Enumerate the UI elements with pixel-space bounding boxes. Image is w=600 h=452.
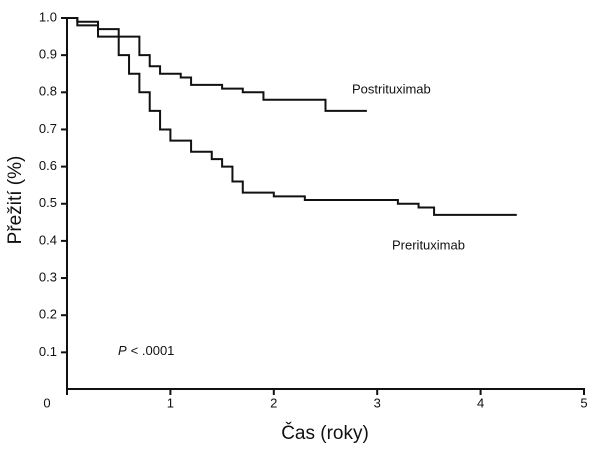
- y-tick-label: 0.1: [39, 344, 57, 359]
- y-tick-label: 0.6: [39, 158, 57, 173]
- y-tick-label: 0.3: [39, 269, 57, 284]
- series-label: Postrituximab: [352, 81, 431, 96]
- p-value: < .0001: [131, 343, 175, 358]
- x-axis-title: Čas (roky): [281, 422, 369, 444]
- survival-line: [67, 17, 367, 112]
- y-tick-label: 0.7: [39, 121, 57, 136]
- x-tick-label: 0: [43, 395, 50, 410]
- p-annotation: P < .0001: [118, 343, 174, 358]
- y-tick-label: 0.2: [39, 307, 57, 322]
- x-tick-label: 1: [167, 395, 174, 410]
- x-tick-label: 4: [477, 395, 484, 410]
- y-axis-title: Přežití (%): [5, 156, 26, 245]
- y-tick-label: 0.8: [39, 84, 57, 99]
- y-tick-label: 0.5: [39, 195, 57, 210]
- p-symbol: P: [118, 343, 127, 358]
- y-tick-label: 0.9: [39, 47, 57, 62]
- x-tick-label: 2: [270, 395, 277, 410]
- x-tick-label: 5: [580, 395, 587, 410]
- y-tick-label: 1.0: [39, 9, 57, 24]
- x-tick-label: 3: [374, 395, 381, 410]
- series-label: Prerituximab: [392, 237, 465, 252]
- y-tick-label: 0.4: [39, 232, 57, 247]
- survival-line: [67, 17, 517, 216]
